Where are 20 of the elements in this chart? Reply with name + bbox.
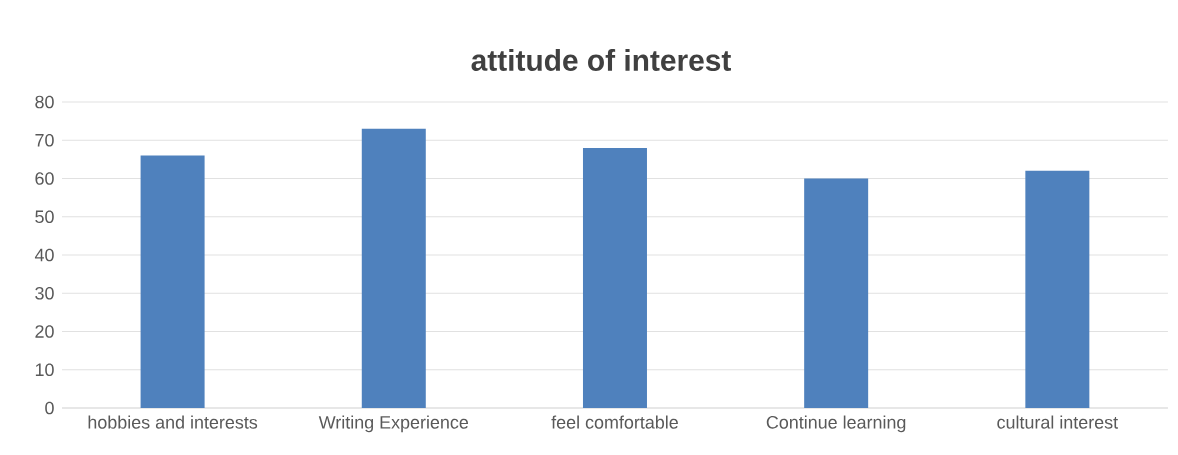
x-tick-label: Continue learning bbox=[766, 415, 906, 433]
bar bbox=[582, 147, 647, 408]
bar bbox=[1025, 170, 1090, 408]
x-tick-label: Writing Experience bbox=[318, 415, 469, 433]
y-tick-label: 50 bbox=[35, 210, 54, 224]
x-tick-label: cultural interest bbox=[997, 415, 1118, 429]
y-tick-label: 80 bbox=[35, 95, 54, 109]
x-tick-label: feel comfortable bbox=[551, 415, 678, 429]
y-tick-label: 60 bbox=[35, 172, 54, 185]
chart-title: attitude of interest bbox=[471, 49, 731, 71]
y-tick-label: 70 bbox=[35, 133, 54, 147]
y-tick-label: 30 bbox=[35, 286, 54, 300]
y-tick-label: 20 bbox=[35, 325, 54, 338]
y-tick-label: 0 bbox=[45, 401, 54, 415]
y-tick-label: 10 bbox=[35, 363, 54, 377]
bar bbox=[361, 128, 426, 408]
bar bbox=[140, 155, 205, 408]
x-tick-label: hobbies and interests bbox=[88, 415, 258, 429]
y-tick-label: 40 bbox=[34, 248, 54, 262]
bar bbox=[804, 178, 869, 408]
